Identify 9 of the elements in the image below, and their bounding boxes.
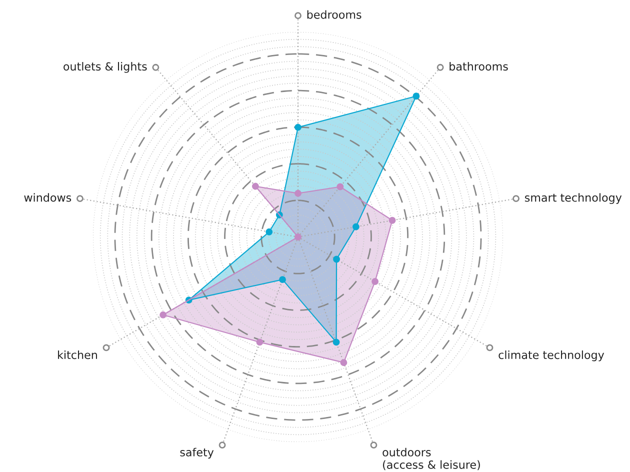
spoke-label: bedrooms xyxy=(307,10,362,19)
spoke-label: smart technology xyxy=(524,193,622,204)
spoke-label: bathrooms xyxy=(450,62,508,71)
spoke-label: climate technology xyxy=(498,350,604,362)
spoke-label: safety xyxy=(180,448,214,459)
spoke-label: outdoors (access & leisure) xyxy=(382,448,480,470)
spoke-label: windows xyxy=(24,193,72,202)
spoke-label: kitchen xyxy=(58,350,97,360)
spoke-label: outlets & lights xyxy=(64,62,147,73)
